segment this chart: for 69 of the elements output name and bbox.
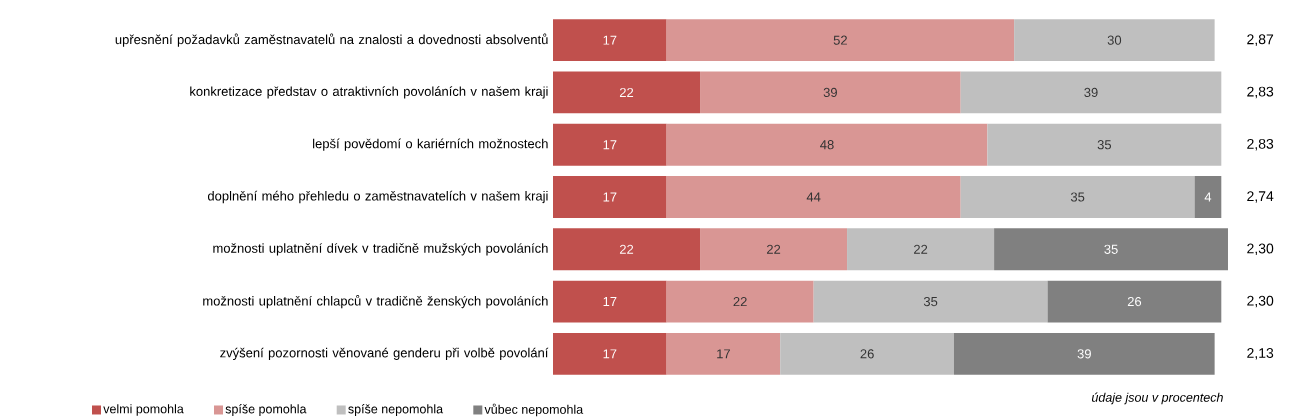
bar bbox=[960, 176, 1195, 218]
data-label: 17 bbox=[603, 140, 617, 150]
text: 2,13 bbox=[1247, 348, 1274, 360]
bar bbox=[666, 123, 988, 166]
data-label: 39 bbox=[1084, 87, 1098, 98]
bar bbox=[666, 332, 781, 375]
data-label: 26 bbox=[1127, 296, 1142, 307]
data-label: 39 bbox=[823, 87, 837, 98]
text: 2,30 bbox=[1247, 295, 1274, 308]
bar bbox=[553, 176, 667, 218]
y-tick-label: doplnění mého přehledu o zaměstnavatelích v našem kraji bbox=[207, 190, 548, 204]
bar bbox=[1014, 19, 1215, 62]
bar bbox=[700, 228, 848, 271]
bar bbox=[553, 19, 667, 62]
bar bbox=[553, 228, 701, 271]
bar bbox=[847, 228, 995, 271]
bar bbox=[553, 123, 667, 166]
legend-label: spíše pomohla bbox=[225, 404, 307, 416]
data-label: 17 bbox=[717, 349, 730, 359]
y-tick-label: upřesnění požadavků zaměstnavatelů na znalosti a dovednosti absolventů bbox=[115, 33, 548, 47]
text: 2,74 bbox=[1247, 191, 1274, 203]
bar bbox=[994, 228, 1228, 271]
text: 2,87 bbox=[1247, 34, 1274, 46]
bar bbox=[553, 280, 667, 323]
y-tick-label: konkretizace představ o atraktivních povoláních v našem kraji bbox=[190, 86, 548, 99]
text: 2,83 bbox=[1247, 138, 1274, 151]
data-label: 22 bbox=[733, 297, 747, 307]
data-label: 4 bbox=[1204, 192, 1212, 202]
data-label: 22 bbox=[619, 244, 634, 254]
bar bbox=[953, 332, 1215, 375]
data-label: 17 bbox=[603, 297, 617, 307]
legend-label: spíše nepomohla bbox=[348, 404, 444, 416]
bar bbox=[813, 280, 1048, 323]
data-label: 48 bbox=[820, 140, 834, 150]
bar bbox=[666, 176, 961, 218]
data-label: 17 bbox=[603, 35, 617, 45]
text: 2,30 bbox=[1247, 243, 1274, 256]
data-label: 17 bbox=[603, 192, 617, 202]
data-label: 35 bbox=[1070, 192, 1085, 202]
data-label: 35 bbox=[1097, 140, 1112, 150]
y-tick-label: lepší povědomí o kariérních možnostech bbox=[313, 138, 548, 151]
bar bbox=[1047, 280, 1222, 323]
text: údaje jsou v procentech bbox=[1091, 392, 1223, 405]
data-label: 39 bbox=[1077, 349, 1091, 359]
data-label: 22 bbox=[914, 244, 928, 254]
y-tick-label: možnosti uplatnění dívek v tradičně mužských povoláních bbox=[213, 243, 548, 256]
data-label: 44 bbox=[806, 192, 821, 202]
text: 2,83 bbox=[1247, 86, 1274, 99]
bar bbox=[987, 123, 1222, 166]
bar bbox=[553, 332, 667, 375]
data-label: 35 bbox=[1104, 244, 1118, 254]
data-label: 22 bbox=[619, 87, 634, 97]
legend-label: vůbec nepomohla bbox=[484, 403, 584, 417]
legend-label: velmi pomohla bbox=[103, 404, 184, 416]
bar bbox=[1194, 176, 1222, 218]
data-label: 26 bbox=[860, 349, 874, 359]
bar bbox=[960, 71, 1222, 114]
data-label: 30 bbox=[1107, 35, 1122, 45]
y-tick-label: možnosti uplatnění chlapců v tradičně ženských povoláních bbox=[203, 294, 548, 309]
bar bbox=[553, 71, 701, 114]
bar bbox=[666, 19, 1015, 62]
data-label: 17 bbox=[603, 349, 617, 359]
bar bbox=[700, 71, 961, 114]
y-tick-label: zvýšení pozornosti věnované genderu při volbě povolání bbox=[220, 347, 549, 360]
bar bbox=[780, 332, 954, 375]
data-label: 52 bbox=[833, 35, 847, 45]
data-label: 22 bbox=[766, 244, 781, 254]
bar bbox=[666, 280, 814, 323]
data-label: 35 bbox=[923, 296, 938, 307]
